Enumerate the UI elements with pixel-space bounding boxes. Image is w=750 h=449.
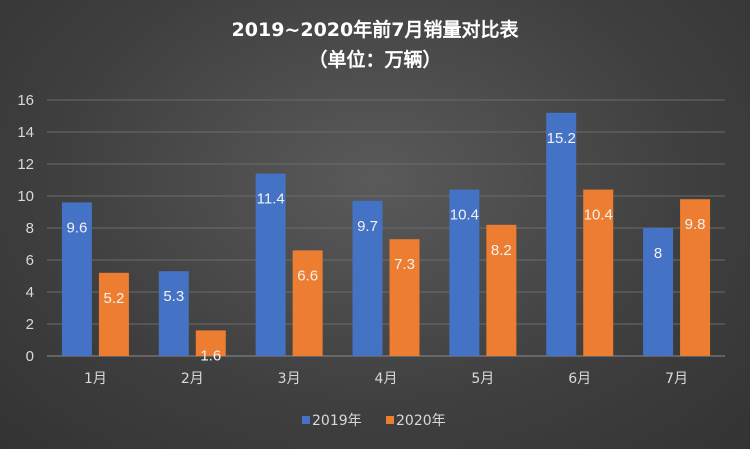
bar-2020年-3月 [292, 250, 323, 356]
chart-subtitle: （单位：万辆） [308, 48, 441, 71]
y-axis: 0 2 4 6 8 10 12 14 16 [17, 92, 34, 365]
bar-2019年-2月 [158, 271, 189, 356]
data-label: 15.2 [547, 130, 576, 147]
data-label: 5.2 [103, 290, 124, 307]
data-label: 1.6 [200, 347, 221, 364]
bar-2019年-6月 [546, 112, 577, 356]
bar-2019年-7月 [643, 228, 674, 356]
x-tick-label: 2月 [181, 371, 204, 387]
gridlines [47, 99, 725, 357]
chart-title: 2019~2020年前7月销量对比表 [232, 18, 520, 41]
y-tick-label: 12 [17, 156, 34, 173]
data-label: 10.4 [450, 207, 479, 224]
data-label: 9.6 [66, 219, 87, 236]
y-tick-label: 8 [26, 220, 34, 237]
data-label: 9.7 [357, 218, 378, 235]
bars: 9.6 5.2 5.3 1.6 11.4 6.6 9.7 7.3 10.4 8.2 15.2 10.4… [61, 112, 711, 364]
y-tick-label: 10 [17, 188, 34, 205]
data-label: 5.3 [163, 288, 184, 305]
data-label: 11.4 [257, 191, 285, 208]
bar-2020年-5月 [486, 224, 517, 356]
legend-label: 2019年 [312, 413, 362, 429]
legend: 2019年 2020年 [302, 413, 446, 429]
y-tick-label: 2 [26, 316, 34, 333]
bar-2019年-1月 [61, 202, 92, 356]
y-tick-label: 4 [26, 284, 34, 301]
data-label: 10.4 [584, 207, 613, 224]
data-label: 8.2 [491, 242, 512, 259]
x-axis: 1月 2月 3月 4月 5月 6月 7月 [84, 371, 688, 387]
x-tick-label: 1月 [84, 371, 107, 387]
bar-2019年-5月 [449, 189, 480, 356]
bar-2019年-3月 [255, 173, 286, 356]
y-tick-label: 0 [26, 348, 34, 365]
data-label: 8 [654, 245, 662, 262]
data-label: 7.3 [394, 256, 415, 273]
x-tick-label: 7月 [665, 371, 688, 387]
bar-2020年-1月 [98, 272, 129, 356]
data-label: 6.6 [297, 267, 318, 284]
bar-2019年-4月 [352, 200, 383, 356]
bar-2020年-7月 [680, 199, 711, 356]
legend-swatch [386, 416, 394, 424]
bar-2020年-2月 [195, 330, 226, 356]
bar-2020年-6月 [583, 189, 614, 356]
data-label: 9.8 [685, 216, 706, 233]
x-tick-label: 3月 [278, 371, 301, 387]
x-tick-label: 6月 [568, 371, 591, 387]
y-tick-label: 14 [17, 124, 34, 141]
bar-2020年-4月 [389, 239, 420, 356]
x-tick-label: 5月 [471, 371, 494, 387]
y-tick-label: 16 [17, 92, 34, 109]
y-tick-label: 6 [26, 252, 34, 269]
legend-swatch [302, 416, 310, 424]
legend-label: 2020年 [396, 413, 446, 429]
x-tick-label: 4月 [375, 371, 398, 387]
